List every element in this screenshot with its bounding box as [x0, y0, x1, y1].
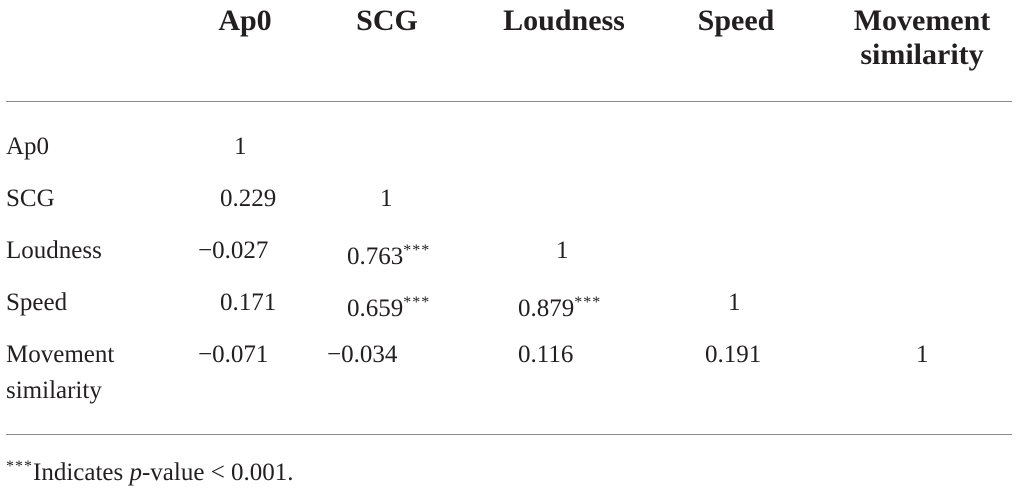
- row-label-line: similarity: [6, 377, 102, 404]
- row-label-line: Movement: [6, 341, 115, 368]
- cell-value: 0.659: [347, 295, 404, 322]
- table-cell: 0.879***: [518, 285, 601, 327]
- footer-divider: [6, 434, 1012, 435]
- table-cell: −0.027: [198, 233, 268, 269]
- table-cell: −0.071: [198, 337, 268, 373]
- table-cell: 1: [728, 285, 741, 321]
- cell-value: 1: [380, 185, 393, 212]
- table-cell: 0.763***: [347, 233, 430, 275]
- cell-value: 1: [234, 133, 247, 160]
- row-label-loudness: Loudness: [6, 237, 102, 264]
- column-header-loudness: Loudness: [503, 4, 625, 37]
- row-label-movement-similarity: Movement similarity: [6, 337, 114, 409]
- footnote-marker: ***: [6, 458, 33, 475]
- cell-value: 0.229: [220, 185, 277, 212]
- cell-value: 0.116: [518, 341, 574, 368]
- cell-value: −0.027: [198, 237, 269, 264]
- column-header-speed: Speed: [697, 4, 775, 37]
- table-cell: 1: [234, 129, 247, 165]
- column-header-line: similarity: [860, 38, 984, 71]
- cell-value: 1: [728, 289, 741, 316]
- column-header-ap0: Ap0: [218, 4, 272, 37]
- table-cell: 0.229: [220, 181, 276, 217]
- cell-value: 0.171: [220, 289, 277, 316]
- header-divider: [6, 101, 1012, 102]
- table-cell: 0.659***: [347, 285, 430, 327]
- column-header-movement-similarity: Movement similarity: [836, 4, 1008, 72]
- table-cell: 1: [916, 337, 929, 373]
- row-label-scg: SCG: [6, 185, 55, 212]
- column-header-line: Movement: [853, 4, 991, 37]
- cell-value: 1: [556, 237, 569, 264]
- table-cell: 0.171: [220, 285, 276, 321]
- cell-value: 0.879: [518, 295, 575, 322]
- table-cell: 1: [556, 233, 569, 269]
- row-label-ap0: Ap0: [6, 133, 50, 160]
- column-header-scg: SCG: [356, 4, 418, 37]
- cell-value: 0.191: [705, 341, 762, 368]
- cell-value: 1: [916, 341, 929, 368]
- significance-marker: ***: [403, 294, 431, 311]
- cell-value: −0.034: [327, 341, 398, 368]
- significance-marker: ***: [574, 294, 602, 311]
- footnote-text: Indicates: [33, 459, 130, 486]
- footnote-p-variable: p: [129, 459, 142, 486]
- table-header: Ap0 SCG Loudness Speed Movement similari…: [0, 0, 1017, 100]
- cell-value: 0.763: [347, 243, 404, 270]
- table-cell: 0.116: [518, 337, 573, 373]
- cell-value: −0.071: [198, 341, 269, 368]
- footnote-text: -value < 0.001.: [141, 459, 294, 486]
- table-cell: 0.191: [705, 337, 761, 373]
- significance-marker: ***: [403, 242, 431, 259]
- table-footnote: ***Indicates p-value < 0.001.: [6, 449, 294, 491]
- table-cell: 1: [380, 181, 393, 217]
- row-label-speed: Speed: [6, 289, 68, 316]
- table-cell: −0.034: [327, 337, 397, 373]
